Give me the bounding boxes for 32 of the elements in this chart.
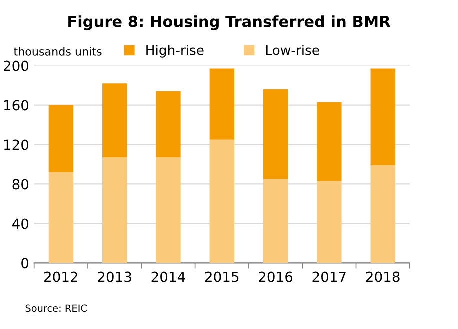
bar [48,172,74,264]
bar [102,84,128,158]
legend-label: Low-rise [266,45,320,56]
y-tick-label: 80 [12,179,29,190]
chart-title: Figure 8: Housing Transferred in BMR [68,16,391,30]
y-tick-label: 0 [22,258,29,269]
x-tick-label: 2018 [366,272,400,282]
legend-label: High-rise [146,45,204,58]
y-tick-label: 40 [12,218,29,230]
x-tick-label: 2013 [98,272,132,282]
bar [370,68,396,166]
y-tick-label: 120 [4,140,29,150]
bar [48,105,74,172]
bar [263,89,288,180]
bar [317,102,342,182]
bar [317,181,342,264]
bar [370,165,396,264]
source-note: Source: REIC [26,304,87,312]
bar [263,179,288,264]
y-tick-label: 160 [4,100,29,111]
y-axis-title: thousands units [14,47,102,56]
y-tick-label: 200 [4,60,29,72]
x-tick-label: 2016 [259,272,293,282]
bar [156,158,181,264]
x-tick-label: 2015 [205,272,239,282]
x-tick-label: 2017 [312,272,346,282]
bar [102,158,128,264]
x-tick-label: 2012 [44,272,78,282]
bar [210,140,234,264]
x-tick-label: 2014 [152,272,186,282]
bar [156,91,181,158]
bar [210,68,234,140]
